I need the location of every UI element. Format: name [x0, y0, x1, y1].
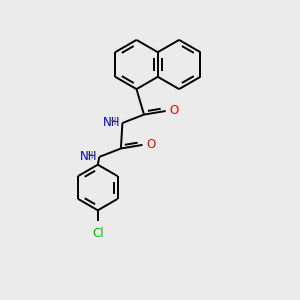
Text: O: O — [169, 104, 179, 117]
Text: NH: NH — [103, 116, 120, 129]
Text: H: H — [86, 151, 97, 161]
Text: H: H — [110, 117, 120, 128]
Text: O: O — [146, 138, 156, 151]
Text: Cl: Cl — [92, 227, 103, 240]
Text: NH: NH — [80, 150, 97, 163]
